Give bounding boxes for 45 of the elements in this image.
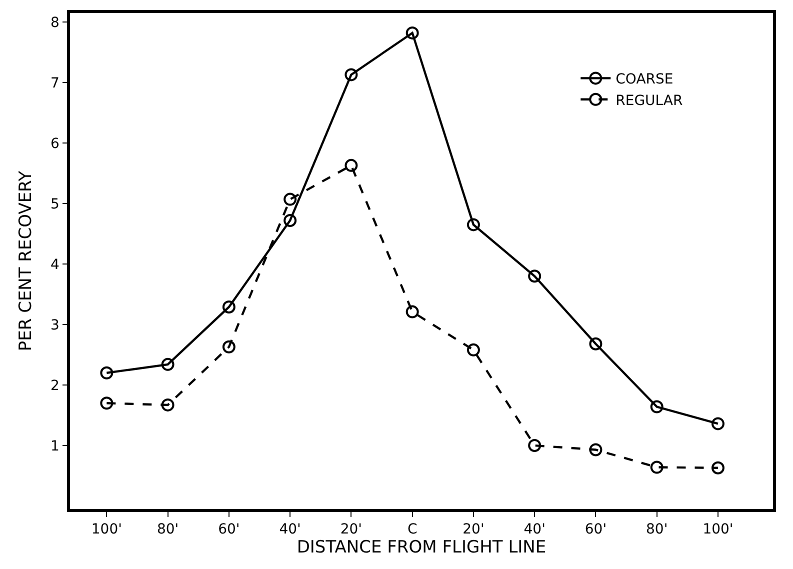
x-tick-label: 40' bbox=[279, 522, 301, 538]
x-tick-label: C bbox=[407, 522, 418, 538]
x-tick-label: 80' bbox=[156, 522, 179, 538]
y-tick-label: 3 bbox=[50, 317, 60, 334]
y-tick-label: 7 bbox=[50, 75, 60, 92]
point bbox=[344, 158, 358, 172]
point bbox=[161, 358, 174, 371]
y-axis-title: PER CENT RECOVERY bbox=[16, 170, 36, 352]
point bbox=[284, 214, 297, 227]
point bbox=[528, 438, 542, 452]
x-tick-label: 40' bbox=[524, 522, 546, 538]
x-tick-label: 100' bbox=[91, 522, 122, 538]
point bbox=[711, 461, 724, 474]
point bbox=[528, 270, 542, 283]
point bbox=[100, 396, 114, 410]
x-tick-label: 80' bbox=[646, 522, 668, 538]
point bbox=[100, 366, 114, 380]
x-tick-label: 20' bbox=[340, 522, 362, 538]
point bbox=[466, 343, 480, 356]
point bbox=[344, 68, 358, 82]
y-tick-label: 5 bbox=[50, 196, 60, 212]
point bbox=[222, 300, 236, 314]
x-tick-label: 100' bbox=[702, 522, 734, 538]
point bbox=[406, 305, 419, 318]
point bbox=[650, 460, 664, 474]
x-tick-label: 20' bbox=[462, 522, 484, 538]
point bbox=[406, 26, 419, 40]
point bbox=[161, 398, 174, 412]
x-tick-label: 60' bbox=[218, 522, 240, 538]
point bbox=[589, 337, 602, 350]
y-tick-label: 6 bbox=[50, 136, 60, 152]
point bbox=[711, 417, 724, 430]
point bbox=[650, 400, 664, 414]
y-tick-label: 1 bbox=[50, 438, 60, 454]
x-tick-label: 60' bbox=[584, 522, 607, 538]
point bbox=[222, 340, 236, 354]
y-tick-label: 8 bbox=[50, 14, 60, 31]
point bbox=[466, 218, 480, 232]
point bbox=[589, 443, 602, 456]
y-tick-label: 4 bbox=[50, 256, 60, 273]
legend-label: REGULAR bbox=[616, 92, 684, 109]
point bbox=[284, 192, 297, 206]
x-axis-title: DISTANCE FROM FLIGHT LINE bbox=[296, 538, 546, 558]
y-tick-label: 2 bbox=[50, 378, 60, 394]
legend-label: COARSE bbox=[616, 72, 674, 88]
